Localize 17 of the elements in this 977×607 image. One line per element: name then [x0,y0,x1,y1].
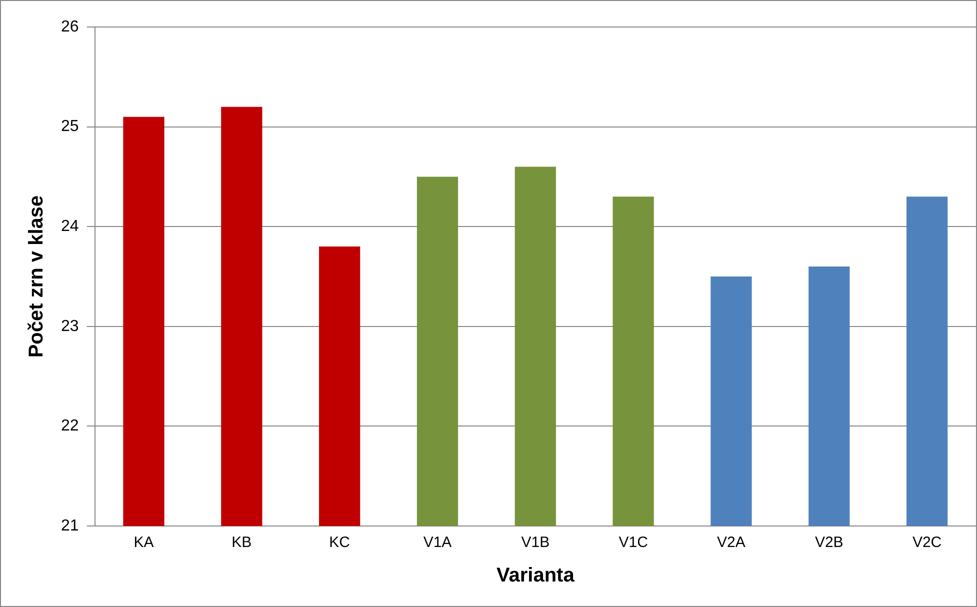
x-tick-label: V2C [912,534,942,552]
y-tick-label: 26 [61,18,79,36]
y-tick-label: 23 [61,318,79,335]
x-tick-label: KB [232,534,252,552]
y-tick-label: 22 [61,418,79,435]
x-tick-label: KA [134,534,154,552]
x-tick-label: V2B [814,534,844,552]
y-tick-label: 21 [61,517,79,534]
x-tick-label: V1B [521,534,550,552]
x-tick-label: V1C [618,534,648,552]
x-tick-label: V2A [717,534,746,552]
y-tick-label: 25 [61,118,79,136]
y-axis-title: Počet zrn v klase [26,195,48,358]
x-tick-label: V1A [423,534,452,552]
x-tick-label: KC [329,534,350,552]
y-tick-label: 24 [61,218,79,236]
x-axis-title: Varianta [496,564,576,587]
